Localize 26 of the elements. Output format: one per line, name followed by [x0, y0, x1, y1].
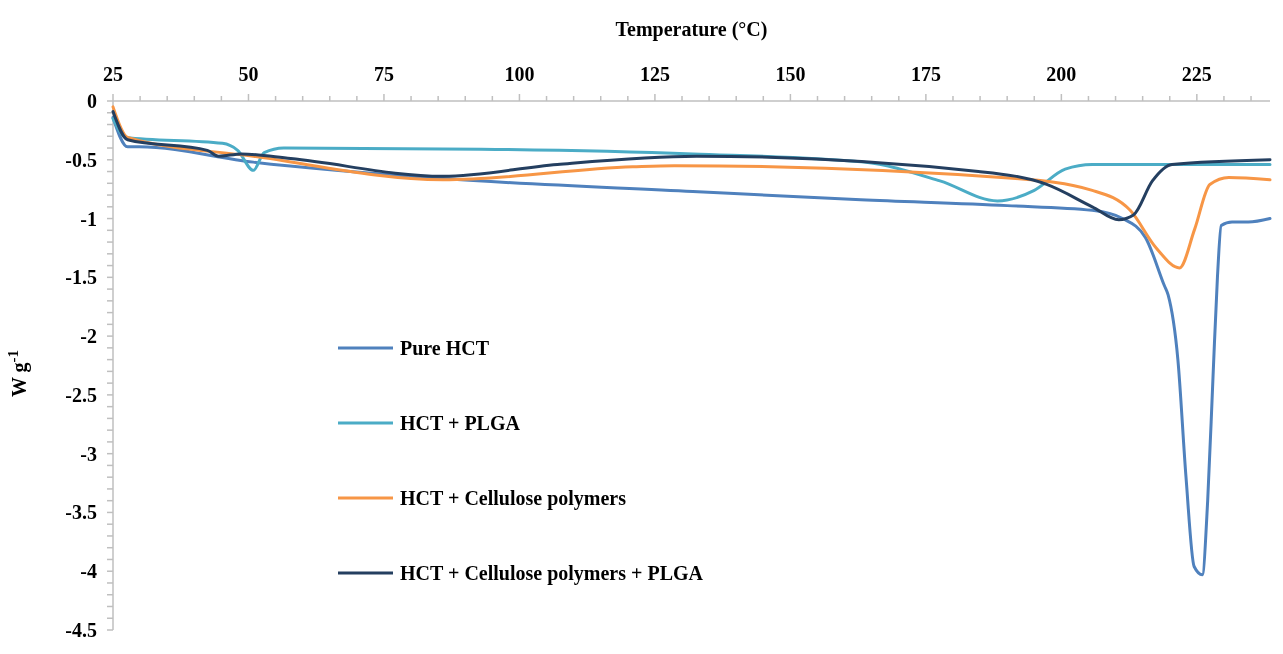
y-tick-label: -2.5 — [65, 383, 97, 406]
y-tick-label: -4 — [80, 560, 97, 583]
x-tick-label: 175 — [910, 63, 941, 85]
legend-label: HCT + Cellulose polymers + PLGA — [400, 562, 704, 585]
y-tick-label: -0.5 — [65, 148, 97, 171]
legend-label: Pure HCT — [400, 337, 490, 359]
y-tick-label: -3 — [80, 442, 97, 465]
legend-label: HCT + PLGA — [400, 412, 521, 434]
x-tick-label: 100 — [504, 63, 535, 85]
x-tick-label: 25 — [103, 63, 123, 85]
y-tick-label: -4.5 — [65, 619, 97, 641]
x-tick-label: 75 — [373, 63, 394, 85]
line-series — [111, 110, 1272, 222]
x-tick-label: 150 — [775, 63, 806, 85]
y-tick-label: -1 — [80, 207, 97, 230]
y-tick-label: -1.5 — [65, 266, 97, 289]
y-tick-label: -3.5 — [65, 501, 97, 524]
legend-label: HCT + Cellulose polymers — [400, 487, 627, 510]
x-tick-label: 125 — [639, 63, 670, 85]
y-tick-label: 0 — [87, 90, 97, 112]
y-tick-label: -2 — [80, 325, 97, 348]
x-tick-label: 200 — [1046, 63, 1077, 85]
x-tick-label: 50 — [238, 63, 259, 85]
x-tick-label: 225 — [1181, 63, 1212, 85]
line-series — [111, 105, 1272, 270]
x-axis-title: Temperature (°C) — [615, 18, 768, 41]
